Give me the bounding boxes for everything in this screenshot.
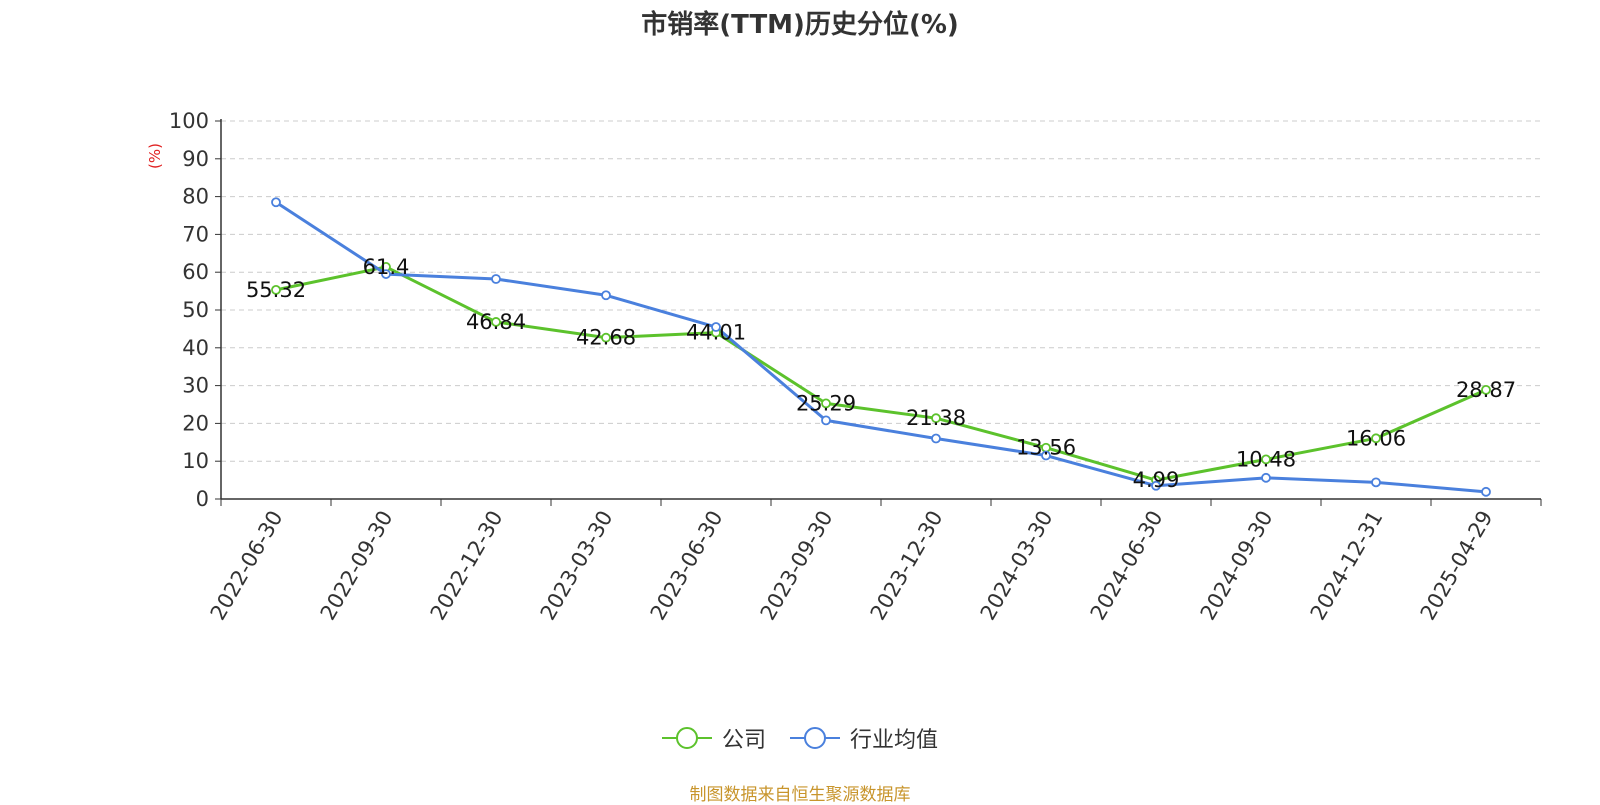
- x-tick-label: 2024-12-31: [1306, 507, 1388, 625]
- y-tick-label: 60: [182, 260, 209, 284]
- legend-marker-company: [661, 727, 712, 749]
- y-axis-label: (%): [146, 143, 164, 169]
- series-line-0: [275, 265, 1487, 482]
- data-label: 10.48: [1236, 447, 1296, 471]
- data-label: 46.84: [466, 310, 526, 334]
- source-note: 制图数据来自恒生聚源数据库: [689, 785, 911, 805]
- chart-title: 市销率(TTM)历史分位(%): [641, 10, 959, 40]
- x-tick-label: 2022-06-30: [206, 507, 288, 625]
- x-tick-label: 2024-09-30: [1196, 507, 1278, 625]
- x-tick-label: 2025-04-29: [1416, 507, 1498, 625]
- series-line-1: [275, 201, 1487, 494]
- y-tick-label: 40: [182, 336, 209, 360]
- x-tick-label: 2023-12-30: [866, 507, 948, 625]
- data-labels: 55.32 61.4 46.84 42.68 44.01 25.29 21.38 13.56 4…: [246, 255, 1516, 492]
- y-tick-label: 90: [182, 147, 209, 171]
- data-point-series-1[interactable]: [711, 322, 721, 332]
- data-point-series-0[interactable]: [1481, 384, 1491, 395]
- data-label: 61.4: [363, 255, 410, 279]
- data-label: 4.99: [1133, 468, 1180, 492]
- y-tick-label: 80: [182, 185, 209, 209]
- x-axis-ticks: 2022-06-30 2022-09-30 2022-12-30 2023-03-30…: [206, 499, 1542, 625]
- y-tick-label: 10: [182, 449, 209, 473]
- y-tick-label: 100: [169, 109, 209, 133]
- data-label: 42.68: [576, 326, 636, 350]
- data-point-series-1[interactable]: [491, 274, 501, 284]
- data-point-series-0[interactable]: [491, 317, 501, 327]
- data-point-series-0[interactable]: [271, 284, 281, 295]
- x-tick-label: 2022-12-30: [426, 507, 508, 625]
- y-tick-label: 0: [196, 487, 209, 511]
- data-label: 21.38: [906, 406, 966, 430]
- data-label: 16.06: [1346, 426, 1406, 450]
- axes: [220, 119, 1541, 500]
- data-point-series-1[interactable]: [271, 197, 281, 208]
- data-point-series-0[interactable]: [601, 332, 611, 343]
- data-label: 28.87: [1456, 378, 1516, 402]
- legend-item-company[interactable]: 公司: [661, 722, 766, 754]
- y-tick-label: 30: [182, 374, 209, 398]
- x-tick-label: 2023-06-30: [646, 507, 728, 625]
- legend-item-industry[interactable]: 行业均值: [790, 722, 938, 754]
- data-label: 55.32: [246, 278, 306, 302]
- x-tick-label: 2024-03-30: [976, 507, 1058, 625]
- legend-marker-industry: [790, 727, 840, 749]
- data-point-series-1[interactable]: [1151, 480, 1161, 491]
- data-point-series-0[interactable]: [1261, 454, 1271, 465]
- series-lines: [271, 197, 1491, 497]
- data-point-series-0[interactable]: [821, 398, 831, 409]
- y-axis-ticks: 0 10 20 30 40 50 60 70 80 90 100: [169, 109, 221, 511]
- data-point-series-0[interactable]: [1371, 433, 1381, 444]
- y-tick-label: 50: [182, 298, 209, 322]
- data-point-series-1[interactable]: [601, 290, 611, 301]
- data-point-series-0[interactable]: [931, 413, 941, 424]
- x-tick-label: 2023-09-30: [756, 507, 838, 625]
- data-point-series-1[interactable]: [1481, 486, 1491, 497]
- legend-label-company: 公司: [721, 728, 766, 753]
- data-point-series-1[interactable]: [1041, 450, 1051, 461]
- grid-lines: [221, 120, 1541, 462]
- data-label: 44.01: [686, 321, 746, 345]
- x-tick-label: 2022-09-30: [316, 507, 398, 625]
- x-tick-label: 2024-06-30: [1086, 507, 1168, 625]
- y-tick-label: 20: [182, 411, 209, 435]
- y-tick-label: 70: [182, 222, 209, 246]
- x-tick-label: 2023-03-30: [536, 507, 618, 625]
- data-label: 13.56: [1016, 436, 1076, 460]
- data-label: 25.29: [796, 391, 856, 415]
- data-point-series-1[interactable]: [1261, 472, 1271, 483]
- legend: 公司 行业均值: [0, 722, 1600, 754]
- data-point-series-1[interactable]: [931, 433, 941, 444]
- data-point-series-1[interactable]: [1371, 477, 1381, 488]
- data-point-series-1[interactable]: [821, 415, 831, 426]
- legend-label-industry: 行业均值: [850, 728, 939, 753]
- data-point-series-1[interactable]: [381, 269, 391, 279]
